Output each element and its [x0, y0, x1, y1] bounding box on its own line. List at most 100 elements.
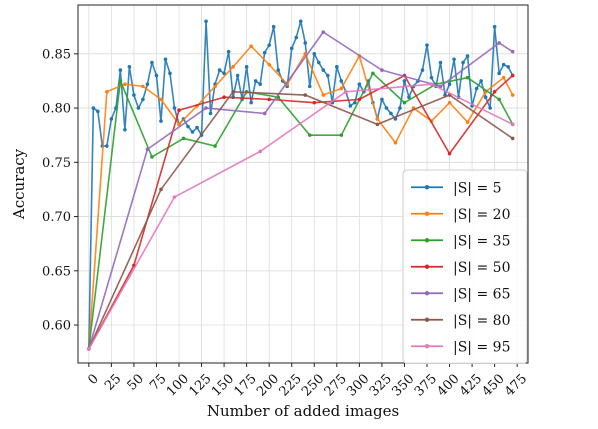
data-point: [159, 119, 163, 123]
data-point: [316, 60, 321, 65]
legend-item: |S| = 35: [411, 233, 510, 249]
legend-item: |S| = 50: [411, 260, 510, 276]
data-point: [461, 60, 465, 65]
data-point: [357, 82, 362, 86]
plot-frame: [77, 4, 529, 364]
data-point: [303, 93, 308, 97]
data-point: [501, 62, 506, 67]
data-point: [267, 62, 271, 67]
data-point: [258, 82, 262, 86]
data-point: [407, 95, 411, 100]
data-point: [321, 93, 326, 97]
x-tick-label: 400: [434, 371, 462, 399]
x-tick-label: 250: [299, 371, 327, 399]
data-point: [339, 133, 344, 137]
x-tick-label: 0: [85, 371, 101, 387]
data-point: [253, 79, 258, 83]
data-point: [339, 79, 344, 83]
data-point: [172, 106, 177, 110]
legend-label: |S| = 20: [453, 207, 510, 223]
data-point: [510, 73, 515, 78]
data-point: [118, 68, 123, 72]
data-point: [447, 100, 452, 105]
legend-label: |S| = 50: [453, 260, 510, 276]
data-point: [452, 57, 456, 62]
data-point: [145, 82, 150, 86]
data-point: [465, 54, 470, 58]
data-point: [159, 97, 163, 102]
y-tick-label: 0.70: [42, 210, 71, 225]
y-axis-label: Accuracy: [10, 148, 28, 220]
legend-box: [402, 169, 528, 364]
x-tick-label: 450: [480, 371, 508, 399]
data-point: [231, 65, 235, 69]
series-line: [87, 30, 515, 351]
data-point: [510, 122, 515, 127]
data-point: [145, 147, 150, 152]
x-tick-label: 50: [125, 371, 147, 393]
data-point: [420, 68, 425, 72]
x-tick-label: 25: [102, 371, 124, 393]
data-point: [96, 109, 100, 114]
legend-label: |S| = 65: [453, 286, 510, 302]
x-tick-label: 275: [322, 371, 350, 399]
x-tick-label: 300: [344, 371, 372, 399]
data-point: [181, 136, 186, 141]
legend-label: |S| = 35: [453, 233, 510, 249]
data-point: [177, 122, 181, 127]
y-tick-label: 0.75: [42, 156, 71, 171]
data-point: [335, 65, 339, 69]
data-point: [492, 89, 497, 94]
data-point: [321, 30, 326, 34]
x-axis-ticks: 0 25 50 75100125150175200225250275300325350…: [85, 363, 530, 400]
data-point: [168, 71, 172, 76]
legend-marker: [424, 317, 430, 322]
data-point: [402, 79, 407, 83]
data-point: [371, 71, 375, 76]
data-point: [109, 117, 114, 121]
data-point: [429, 75, 434, 80]
data-point: [438, 60, 443, 65]
legend-item: |S| = 20: [411, 207, 510, 223]
data-point: [510, 49, 515, 54]
legend-label: |S| = 5: [453, 180, 502, 196]
data-point: [510, 93, 515, 97]
data-point: [249, 44, 253, 49]
data-point: [375, 122, 380, 127]
series-line: [87, 44, 515, 351]
data-point: [312, 100, 317, 105]
data-point: [510, 136, 515, 141]
data-point: [213, 144, 217, 148]
data-point: [132, 93, 136, 97]
legend-item: |S| = 5: [411, 180, 502, 196]
legend-marker: [424, 344, 430, 349]
data-point: [276, 68, 281, 72]
data-point: [384, 106, 389, 110]
data-point: [154, 73, 159, 78]
y-tick-label: 0.85: [42, 47, 71, 62]
data-point: [105, 89, 109, 94]
x-tick-label: 350: [389, 371, 417, 399]
data-point: [339, 86, 344, 91]
data-point: [222, 95, 226, 100]
data-point: [226, 49, 231, 54]
data-point: [465, 75, 470, 80]
data-point: [429, 82, 434, 86]
data-point: [267, 97, 271, 102]
data-point: [141, 84, 145, 89]
data-point: [479, 79, 483, 83]
x-tick-label: 175: [232, 371, 260, 399]
data-point: [262, 50, 267, 55]
data-point: [235, 73, 240, 78]
data-point: [321, 68, 326, 72]
x-tick-label: 325: [367, 371, 395, 399]
data-point: [501, 75, 506, 80]
series-layer: [87, 19, 515, 351]
y-axis-ticks: 0.60 0.65 0.70 0.75 0.80 0.85: [42, 47, 78, 334]
data-point: [307, 133, 312, 137]
x-tick-label: 425: [457, 371, 485, 399]
data-point: [506, 65, 510, 69]
data-point: [497, 71, 501, 76]
